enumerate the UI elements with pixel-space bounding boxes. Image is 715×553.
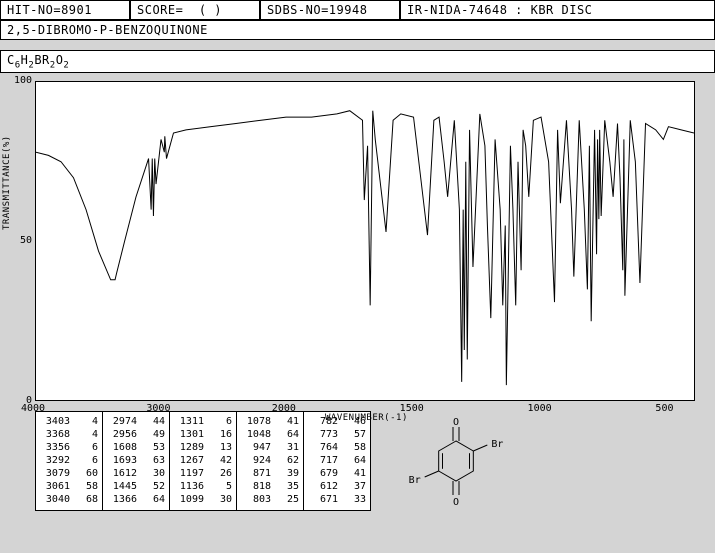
- svg-text:Br: Br: [491, 439, 503, 450]
- svg-text:O: O: [453, 417, 459, 428]
- x-axis-label: WAVENUMBER(-1): [325, 413, 408, 423]
- molecule-structure: O O Br Br: [391, 411, 521, 511]
- hit-no-cell: HIT-NO=8901: [0, 0, 130, 20]
- compound-cell: 2,5-DIBROMO-P-BENZOQUINONE: [0, 20, 715, 40]
- ir-cell: IR-NIDA-74648 : KBR DISC: [400, 0, 715, 20]
- header-row-1: HIT-NO=8901 SCORE= ( ) SDBS-NO=19948 IR-…: [0, 0, 715, 20]
- sdbs-cell: SDBS-NO=19948: [260, 0, 400, 20]
- peak-table: 3403433684335663292630796030615830406829…: [35, 411, 371, 511]
- y-axis-label: TRANSMITTANCE(%): [2, 135, 12, 230]
- spectrum-line: [36, 82, 694, 401]
- header-row-3: C6H2BR2O2: [0, 50, 715, 73]
- svg-text:Br: Br: [409, 475, 421, 486]
- score-cell: SCORE= ( ): [130, 0, 260, 20]
- svg-text:O: O: [453, 497, 459, 508]
- spectrum-chart: [35, 81, 695, 401]
- header-row-2: 2,5-DIBROMO-P-BENZOQUINONE: [0, 20, 715, 40]
- formula-cell: C6H2BR2O2: [0, 50, 715, 73]
